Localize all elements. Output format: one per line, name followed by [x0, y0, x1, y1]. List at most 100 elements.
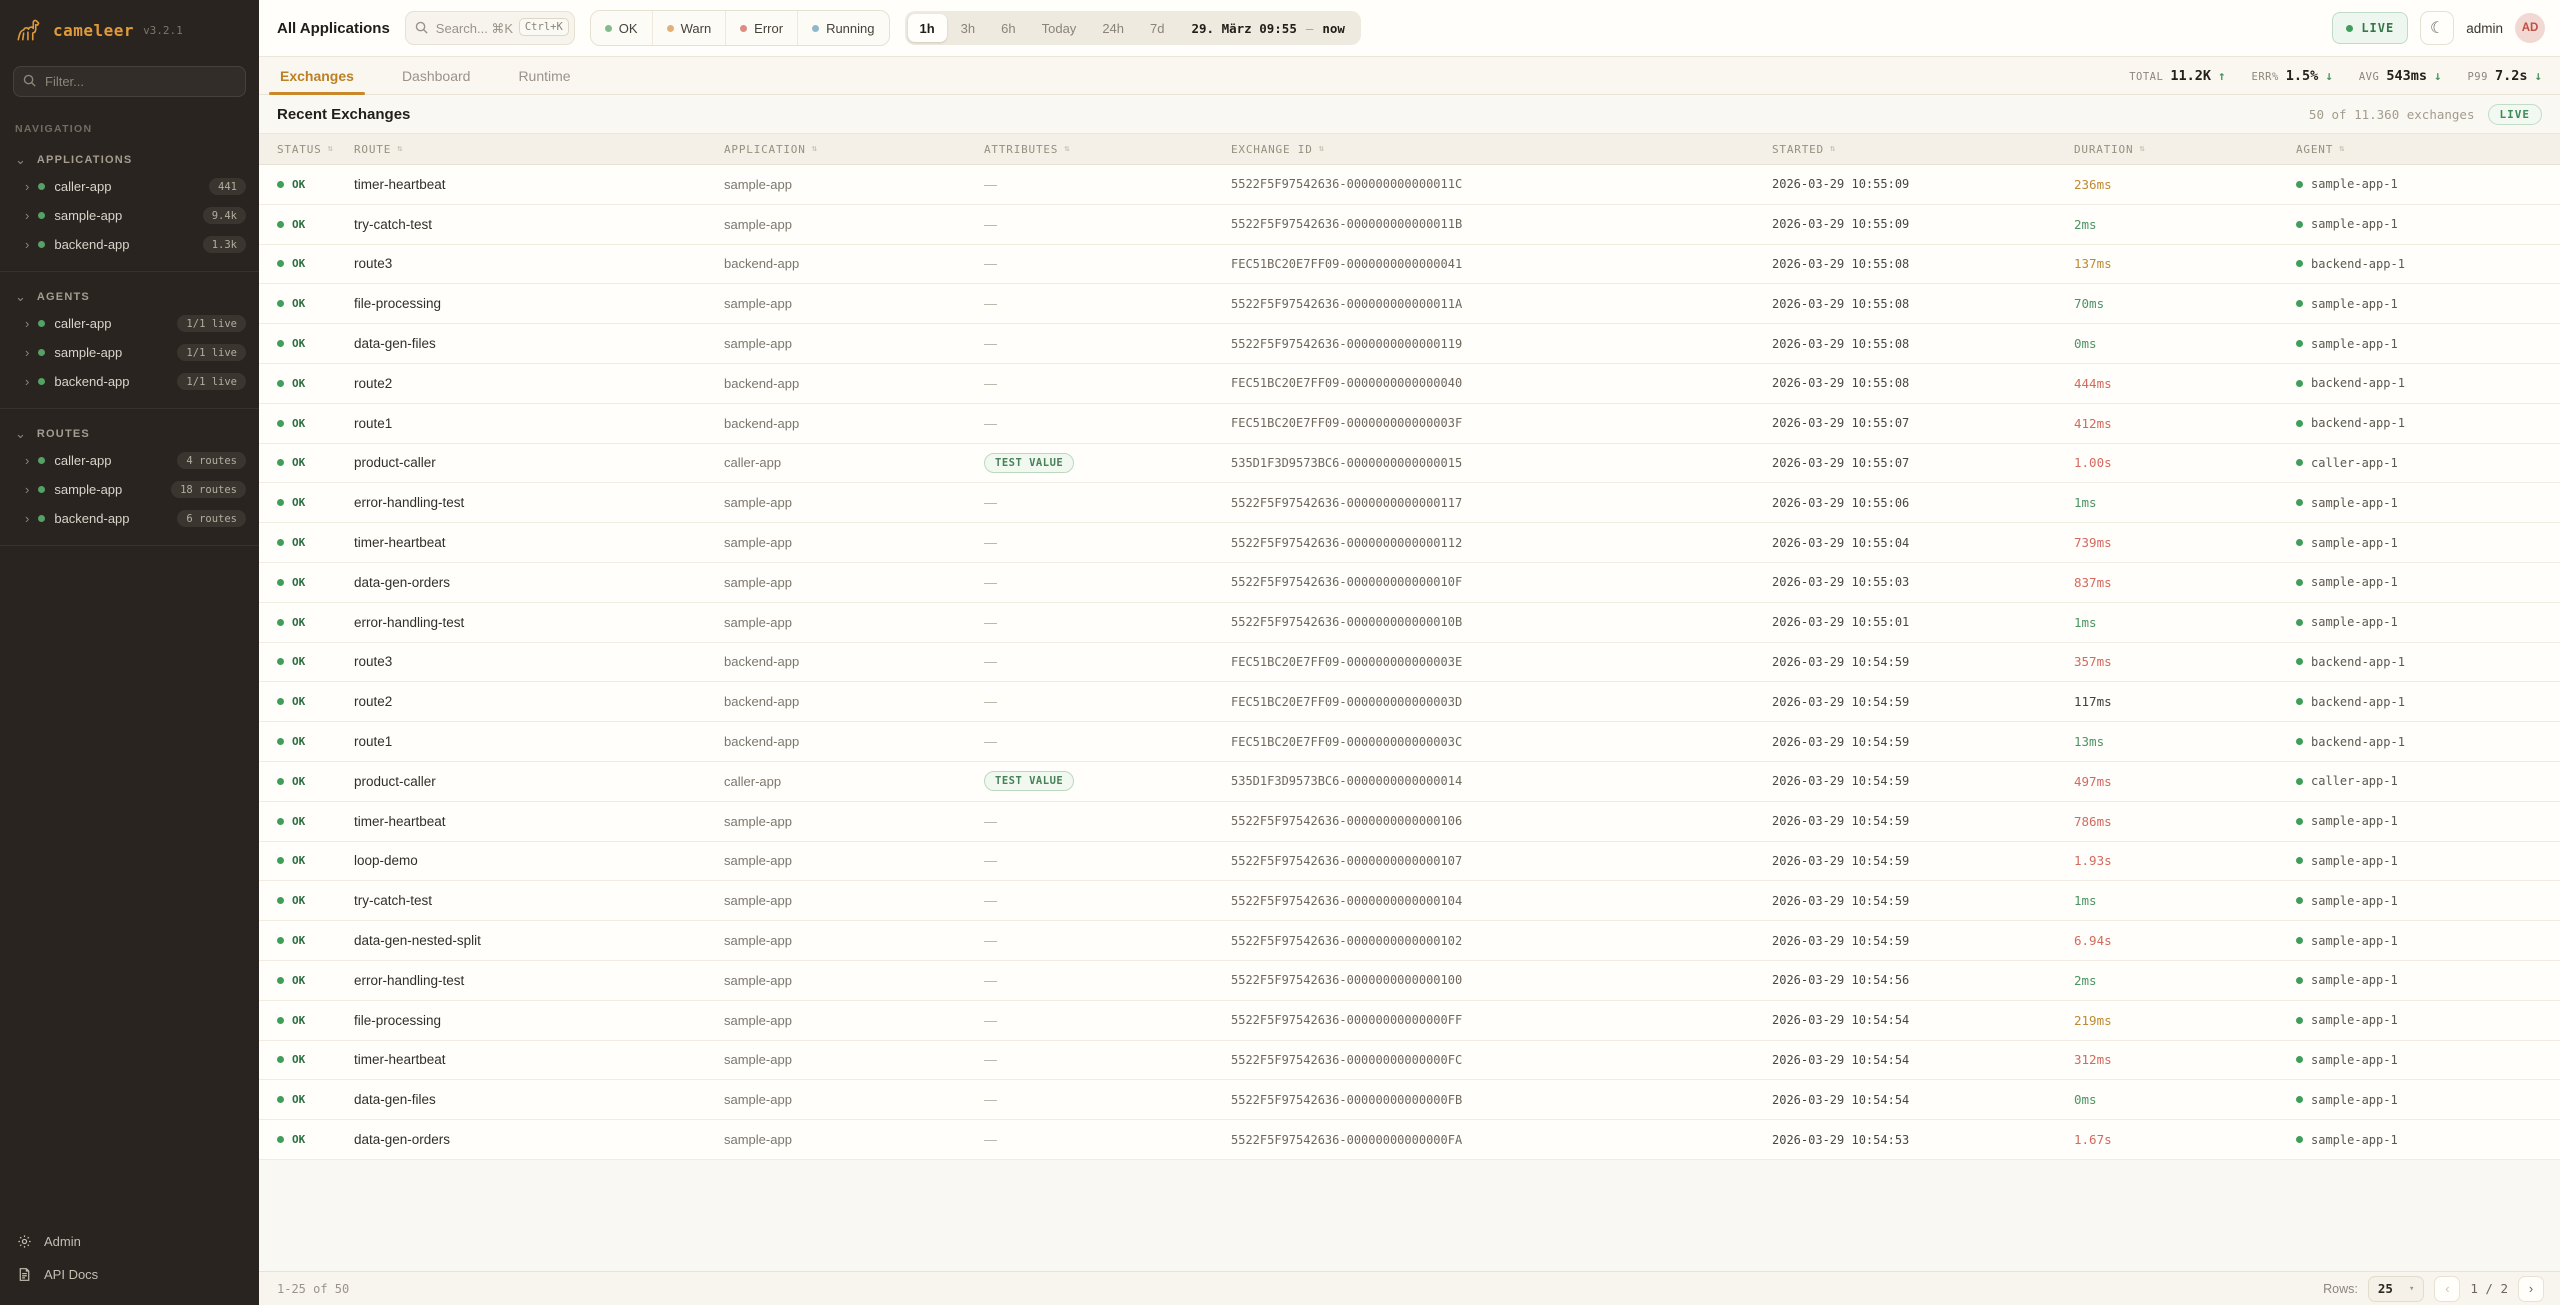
table-row[interactable]: OK product-caller caller-app TEST VALUE …: [259, 443, 2560, 484]
table-body: OK timer-heartbeat sample-app — 5522F5F9…: [259, 165, 2560, 1160]
started-cell: 2026-03-29 10:54:59: [1772, 774, 1910, 789]
column-header-status[interactable]: STATUS ⇅: [277, 143, 354, 156]
agent-live-dot: [2296, 419, 2303, 427]
table-row[interactable]: OK timer-heartbeat sample-app — 5522F5F9…: [259, 523, 2560, 563]
sidebar-section-items: › caller-app 4 routes › sample-app 18 ro…: [0, 446, 259, 533]
table-row[interactable]: OK data-gen-orders sample-app — 5522F5F9…: [259, 562, 2560, 603]
started-cell: 2026-03-29 10:55:08: [1772, 256, 1910, 271]
chevron-right-icon: ›: [25, 482, 30, 497]
application-cell: backend-app: [724, 734, 800, 750]
sidebar-item-agents-sample-app[interactable]: › sample-app 1/1 live: [0, 338, 259, 367]
time-range-buttons: 1h 3h 6h Today 24h 7d: [907, 14, 1177, 42]
stat-err-: ERR% 1.5% ↓: [2252, 68, 2333, 84]
table-row[interactable]: OK product-caller caller-app TEST VALUE …: [259, 761, 2560, 802]
table-row[interactable]: OK data-gen-files sample-app — 5522F5F97…: [259, 324, 2560, 364]
column-header-duration[interactable]: DURATION ⇅: [2074, 143, 2296, 156]
table-row[interactable]: OK data-gen-nested-split sample-app — 55…: [259, 921, 2560, 961]
sidebar-section-header[interactable]: ⌄ AGENTS: [0, 282, 259, 309]
rows-per-page-select[interactable]: 25 ▾: [2367, 1275, 2425, 1302]
application-cell: sample-app: [724, 176, 792, 192]
table-row[interactable]: OK file-processing sample-app — 5522F5F9…: [259, 1000, 2560, 1041]
scope-title[interactable]: All Applications: [277, 19, 390, 37]
sidebar-item-label: sample-app: [54, 482, 123, 497]
time-range-1h[interactable]: 1h: [907, 14, 947, 42]
table-row[interactable]: OK error-handling-test sample-app — 5522…: [259, 602, 2560, 643]
table-row[interactable]: OK route2 backend-app — FEC51BC20E7FF09-…: [259, 682, 2560, 723]
started-cell: 2026-03-29 10:55:01: [1772, 615, 1910, 630]
sidebar-item-admin[interactable]: Admin: [0, 1225, 259, 1258]
table-row[interactable]: OK try-catch-test sample-app — 5522F5F97…: [259, 881, 2560, 922]
table-row[interactable]: OK data-gen-orders sample-app — 5522F5F9…: [259, 1120, 2560, 1160]
date-range-display[interactable]: 29. März 09:55 — now: [1178, 21, 1357, 36]
attributes-empty: —: [984, 813, 997, 829]
time-range-24h[interactable]: 24h: [1102, 20, 1125, 36]
column-header-started[interactable]: STARTED ⇅: [1772, 143, 2074, 156]
next-page-button[interactable]: ›: [2518, 1275, 2544, 1302]
sidebar-item-routes-sample-app[interactable]: › sample-app 18 routes: [0, 475, 259, 504]
sidebar-item-applications-caller-app[interactable]: › caller-app 441: [0, 172, 259, 201]
sort-icon: ⇅: [2339, 144, 2346, 154]
column-header-exchange-id[interactable]: EXCHANGE ID ⇅: [1231, 143, 1772, 156]
time-range-6h[interactable]: 6h: [1001, 20, 1016, 36]
table-row[interactable]: OK error-handling-test sample-app — 5522…: [259, 483, 2560, 524]
trend-arrow-icon: ↑: [2217, 67, 2226, 83]
sidebar-section-header[interactable]: ⌄ APPLICATIONS: [0, 145, 259, 172]
table-row[interactable]: OK try-catch-test sample-app — 5522F5F97…: [259, 204, 2560, 245]
sidebar-item-applications-backend-app[interactable]: › backend-app 1.3k: [0, 230, 259, 259]
time-range-today[interactable]: Today: [1041, 20, 1077, 36]
tab-runtime[interactable]: Runtime: [518, 67, 571, 84]
status-label: OK: [292, 536, 306, 550]
time-range-3h[interactable]: 3h: [960, 20, 976, 36]
live-toggle-button[interactable]: LIVE: [2332, 12, 2409, 44]
sidebar-item-api-docs[interactable]: API Docs: [0, 1258, 259, 1291]
attributes-cell: —: [984, 217, 1231, 232]
attributes-cell: —: [984, 973, 1231, 988]
filter-chip-error[interactable]: Error: [725, 11, 797, 45]
tab-dashboard[interactable]: Dashboard: [401, 67, 471, 84]
table-row[interactable]: OK timer-heartbeat sample-app — 5522F5F9…: [259, 1040, 2560, 1081]
sidebar-item-routes-backend-app[interactable]: › backend-app 6 routes: [0, 504, 259, 533]
exchange-id-cell: FEC51BC20E7FF09-000000000000003E: [1231, 654, 1463, 669]
table-row[interactable]: OK route3 backend-app — FEC51BC20E7FF09-…: [259, 244, 2560, 285]
table-row[interactable]: OK loop-demo sample-app — 5522F5F9754263…: [259, 841, 2560, 882]
duration-cell: 13ms: [2074, 734, 2105, 750]
agent-label: sample-app-1: [2311, 973, 2398, 988]
column-header-attributes[interactable]: ATTRIBUTES ⇅: [984, 143, 1231, 156]
table-row[interactable]: OK file-processing sample-app — 5522F5F9…: [259, 284, 2560, 325]
column-header-route[interactable]: ROUTE ⇅: [354, 143, 724, 156]
column-header-agent[interactable]: AGENT ⇅: [2296, 143, 2542, 156]
status-filter-label: OK: [618, 20, 638, 36]
tab-exchanges[interactable]: Exchanges: [269, 57, 365, 95]
status-ok-dot: [277, 459, 284, 467]
filter-chip-running[interactable]: Running: [797, 11, 888, 45]
status-cell: OK: [277, 695, 354, 708]
table-row[interactable]: OK route2 backend-app — FEC51BC20E7FF09-…: [259, 363, 2560, 404]
stat-value: 11.2K: [2170, 67, 2211, 84]
sidebar-item-applications-sample-app[interactable]: › sample-app 9.4k: [0, 201, 259, 230]
sidebar-item-routes-caller-app[interactable]: › caller-app 4 routes: [0, 446, 259, 475]
sidebar-item-agents-backend-app[interactable]: › backend-app 1/1 live: [0, 367, 259, 396]
previous-page-button[interactable]: ‹: [2434, 1275, 2461, 1302]
exchange-id-cell: 5522F5F97542636-000000000000010F: [1231, 575, 1463, 590]
sidebar-section-header[interactable]: ⌄ ROUTES: [0, 419, 259, 446]
sidebar-item-agents-caller-app[interactable]: › caller-app 1/1 live: [0, 309, 259, 338]
status-ok-dot: [277, 260, 284, 268]
table-row[interactable]: OK timer-heartbeat sample-app — 5522F5F9…: [259, 165, 2560, 205]
filter-input[interactable]: [13, 66, 246, 97]
exchange-id-cell: 5522F5F97542636-0000000000000102: [1231, 933, 1463, 948]
table-row[interactable]: OK data-gen-files sample-app — 5522F5F97…: [259, 1080, 2560, 1121]
logo[interactable]: cameleer v3.2.1: [0, 13, 259, 45]
filter-chip-warn[interactable]: Warn: [651, 11, 726, 45]
status-ok-dot: [277, 777, 284, 785]
table-row[interactable]: OK route3 backend-app — FEC51BC20E7FF09-…: [259, 642, 2560, 683]
trend-arrow-icon: ↓: [2433, 67, 2442, 83]
table-row[interactable]: OK error-handling-test sample-app — 5522…: [259, 960, 2560, 1001]
avatar[interactable]: AD: [2515, 13, 2545, 43]
table-row[interactable]: OK route1 backend-app — FEC51BC20E7FF09-…: [259, 722, 2560, 762]
time-range-7d[interactable]: 7d: [1150, 20, 1165, 36]
table-row[interactable]: OK route1 backend-app — FEC51BC20E7FF09-…: [259, 403, 2560, 444]
column-header-application[interactable]: APPLICATION ⇅: [724, 143, 984, 156]
filter-chip-ok[interactable]: OK: [591, 11, 652, 45]
table-row[interactable]: OK timer-heartbeat sample-app — 5522F5F9…: [259, 801, 2560, 842]
theme-toggle-button[interactable]: ☾: [2420, 11, 2455, 45]
